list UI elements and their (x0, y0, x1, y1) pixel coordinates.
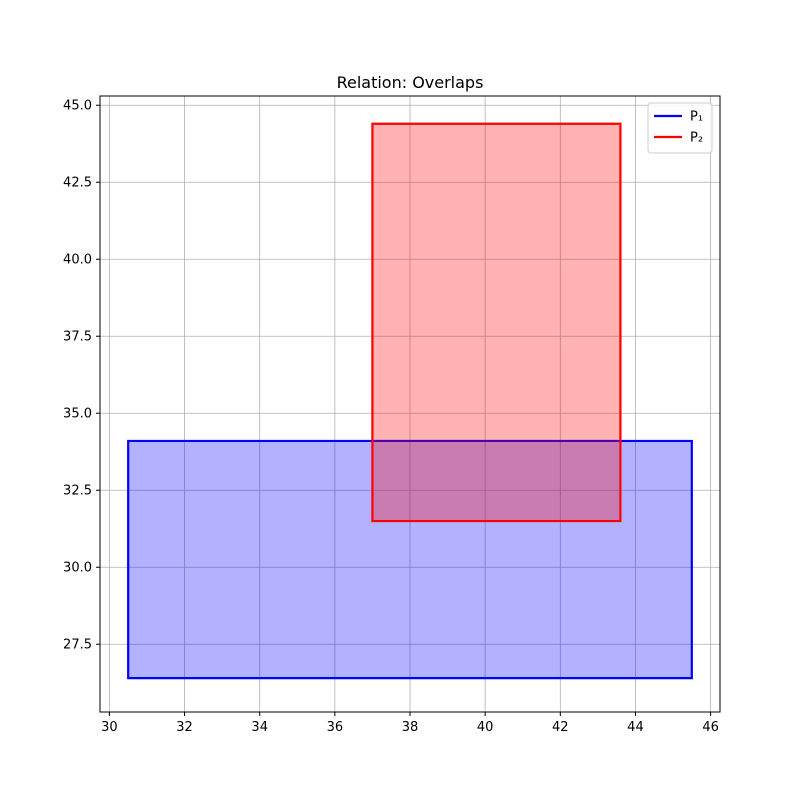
y-tick-label: 30.0 (63, 561, 92, 576)
x-tick-label: 36 (327, 720, 344, 735)
y-tick-label: 42.5 (63, 176, 92, 191)
y-tick-label: 45.0 (63, 99, 92, 114)
tick-layer: 30 32 34 36 38 40 42 44 46 27.5 30.0 32.5 35.0 37.5 40… (63, 99, 719, 735)
legend-label-p2: P₂ (690, 131, 703, 146)
x-tick-label: 44 (627, 720, 644, 735)
x-tick-label: 38 (402, 720, 419, 735)
series-polygon-p1 (127, 439, 693, 680)
x-tick-label: 40 (477, 720, 494, 735)
y-tick-label: 40.0 (63, 253, 92, 268)
legend: P₁ P₂ (647, 102, 713, 154)
y-tick-label: 35.0 (63, 407, 92, 422)
x-tick-label: 32 (176, 720, 193, 735)
y-tick-label: 27.5 (63, 638, 92, 653)
x-tick-label: 46 (702, 720, 719, 735)
chart-title: Relation: Overlaps (337, 73, 484, 92)
x-tick-label: 34 (251, 720, 268, 735)
series-layer (127, 122, 693, 680)
series-polygon-p2 (371, 122, 622, 523)
x-tick-label: 42 (552, 720, 569, 735)
x-tick-label: 30 (101, 720, 118, 735)
y-tick-label: 32.5 (63, 484, 92, 499)
legend-label-p1: P₁ (690, 110, 703, 125)
grid-layer (100, 96, 720, 712)
y-tick-label: 37.5 (63, 330, 92, 345)
